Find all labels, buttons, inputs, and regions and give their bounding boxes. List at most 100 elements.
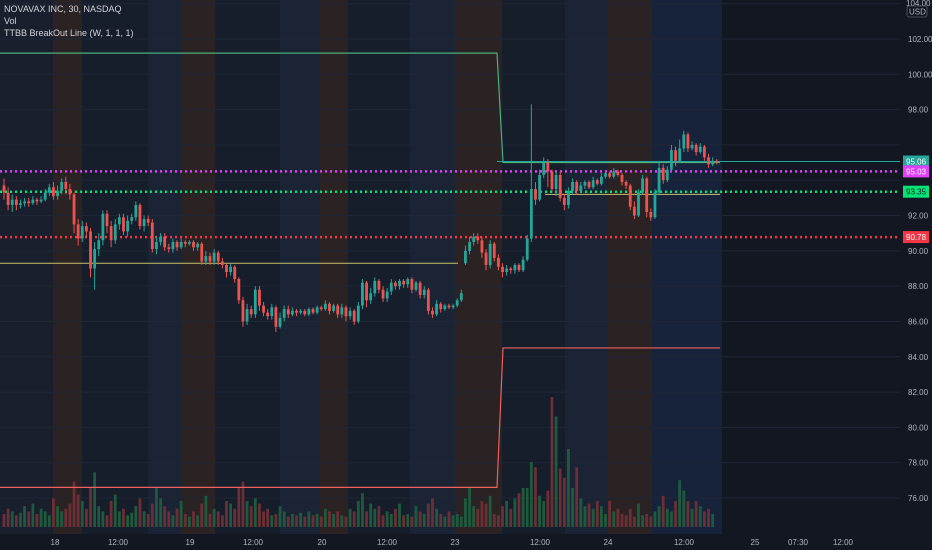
symbol-title[interactable]: NOVAVAX INC, 30, NASDAQ	[4, 4, 122, 14]
candle-body[interactable]	[632, 206, 636, 216]
candle-body[interactable]	[414, 282, 418, 290]
candle-body[interactable]	[179, 242, 183, 248]
candle-body[interactable]	[381, 289, 385, 299]
candle-body[interactable]	[336, 305, 340, 315]
candle-body[interactable]	[670, 150, 673, 170]
candle-body[interactable]	[678, 148, 682, 161]
candle-body[interactable]	[529, 189, 533, 239]
candle-body[interactable]	[311, 309, 315, 313]
candle-body[interactable]	[385, 291, 389, 299]
candle-body[interactable]	[690, 144, 694, 149]
candle-body[interactable]	[204, 256, 208, 262]
candle-body[interactable]	[645, 178, 649, 213]
candle-body[interactable]	[439, 303, 443, 310]
candle-body[interactable]	[6, 192, 10, 205]
candle-body[interactable]	[554, 174, 558, 190]
candle-body[interactable]	[505, 268, 509, 273]
candle-body[interactable]	[348, 310, 352, 317]
candle-body[interactable]	[571, 181, 574, 191]
candle-body[interactable]	[682, 134, 686, 149]
candle-body[interactable]	[431, 310, 434, 315]
candle-body[interactable]	[14, 199, 18, 205]
candle-body[interactable]	[402, 280, 406, 285]
candle-body[interactable]	[715, 160, 719, 163]
candle-body[interactable]	[142, 219, 146, 227]
candle-body[interactable]	[303, 310, 307, 315]
candle-body[interactable]	[497, 257, 500, 267]
candle-body[interactable]	[703, 146, 706, 158]
candle-body[interactable]	[175, 242, 179, 248]
candle-body[interactable]	[488, 243, 492, 265]
candle-body[interactable]	[406, 279, 410, 285]
candle-body[interactable]	[113, 224, 117, 241]
candle-body[interactable]	[587, 181, 591, 188]
candle-body[interactable]	[31, 199, 35, 204]
candle-body[interactable]	[567, 190, 570, 205]
candle-body[interactable]	[208, 256, 212, 262]
candle-body[interactable]	[694, 144, 698, 152]
candle-body[interactable]	[525, 238, 529, 260]
candle-body[interactable]	[315, 307, 319, 313]
candle-body[interactable]	[171, 242, 175, 250]
candle-body[interactable]	[188, 242, 191, 244]
candle-body[interactable]	[484, 252, 488, 265]
candle-body[interactable]	[266, 312, 270, 317]
candle-body[interactable]	[328, 303, 331, 311]
candle-body[interactable]	[225, 264, 228, 273]
candle-body[interactable]	[286, 309, 290, 315]
candle-body[interactable]	[72, 194, 76, 225]
candle-body[interactable]	[10, 199, 14, 205]
candle-body[interactable]	[707, 157, 710, 165]
candle-body[interactable]	[253, 289, 257, 315]
candle-body[interactable]	[117, 217, 121, 225]
candle-body[interactable]	[550, 171, 554, 190]
candle-body[interactable]	[624, 181, 628, 186]
candle-body[interactable]	[216, 252, 220, 262]
candle-body[interactable]	[517, 264, 521, 271]
candle-body[interactable]	[60, 181, 64, 191]
candle-body[interactable]	[47, 187, 51, 193]
candle-body[interactable]	[356, 305, 360, 322]
candle-body[interactable]	[410, 279, 414, 290]
candle-body[interactable]	[562, 197, 566, 205]
candle-body[interactable]	[657, 167, 661, 193]
candle-body[interactable]	[220, 261, 224, 265]
candle-body[interactable]	[105, 213, 109, 227]
candle-body[interactable]	[698, 146, 702, 152]
candle-body[interactable]	[233, 266, 237, 280]
candle-body[interactable]	[472, 236, 476, 243]
candle-body[interactable]	[398, 280, 401, 287]
candle-body[interactable]	[68, 189, 72, 195]
candle-body[interactable]	[89, 231, 92, 269]
candle-body[interactable]	[340, 307, 344, 315]
candle-body[interactable]	[19, 203, 22, 205]
candle-body[interactable]	[612, 171, 616, 177]
candle-body[interactable]	[295, 310, 298, 313]
candle-body[interactable]	[661, 167, 665, 181]
candle-body[interactable]	[558, 174, 562, 198]
candle-body[interactable]	[237, 279, 241, 301]
candle-body[interactable]	[595, 180, 599, 184]
candle-body[interactable]	[492, 243, 496, 258]
candle-body[interactable]	[579, 185, 583, 191]
candle-body[interactable]	[138, 204, 142, 227]
candle-body[interactable]	[600, 176, 603, 184]
candle-body[interactable]	[212, 252, 216, 262]
candle-body[interactable]	[389, 282, 393, 292]
candle-body[interactable]	[134, 204, 138, 218]
breakout-indicator-label[interactable]: TTBB BreakOut Line (W, 1, 1, 1)	[4, 28, 134, 38]
candle-body[interactable]	[422, 289, 426, 295]
candle-body[interactable]	[418, 282, 422, 295]
candle-body[interactable]	[521, 259, 525, 271]
candle-body[interactable]	[628, 185, 632, 207]
candle-body[interactable]	[319, 307, 323, 310]
candle-body[interactable]	[27, 201, 31, 204]
candle-body[interactable]	[665, 169, 669, 181]
candle-body[interactable]	[620, 174, 624, 182]
candle-body[interactable]	[291, 310, 294, 315]
candle-body[interactable]	[130, 217, 134, 221]
candle-body[interactable]	[196, 243, 200, 248]
candle-body[interactable]	[435, 303, 438, 315]
candle-body[interactable]	[455, 300, 459, 306]
